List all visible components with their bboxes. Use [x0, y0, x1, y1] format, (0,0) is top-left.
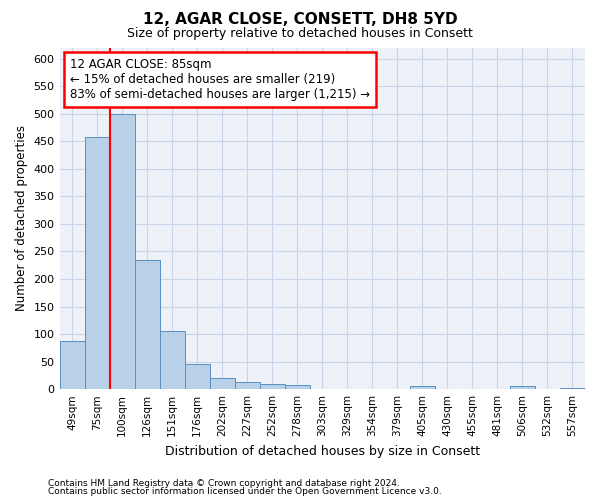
Bar	[59, 340, 85, 389]
Y-axis label: Number of detached properties: Number of detached properties	[15, 126, 28, 312]
Bar	[110, 114, 134, 389]
Bar	[260, 384, 285, 389]
Text: 12, AGAR CLOSE, CONSETT, DH8 5YD: 12, AGAR CLOSE, CONSETT, DH8 5YD	[143, 12, 457, 28]
Bar	[560, 388, 585, 389]
X-axis label: Distribution of detached houses by size in Consett: Distribution of detached houses by size …	[165, 444, 480, 458]
Text: Contains HM Land Registry data © Crown copyright and database right 2024.: Contains HM Land Registry data © Crown c…	[48, 478, 400, 488]
Bar	[285, 385, 310, 389]
Text: Contains public sector information licensed under the Open Government Licence v3: Contains public sector information licen…	[48, 487, 442, 496]
Bar	[160, 332, 185, 389]
Bar	[209, 378, 235, 389]
Bar	[510, 386, 535, 389]
Bar	[185, 364, 209, 389]
Bar	[235, 382, 260, 389]
Text: 12 AGAR CLOSE: 85sqm
← 15% of detached houses are smaller (219)
83% of semi-deta: 12 AGAR CLOSE: 85sqm ← 15% of detached h…	[70, 58, 370, 101]
Bar	[85, 137, 110, 389]
Bar	[410, 386, 435, 389]
Bar	[134, 260, 160, 389]
Text: Size of property relative to detached houses in Consett: Size of property relative to detached ho…	[127, 28, 473, 40]
